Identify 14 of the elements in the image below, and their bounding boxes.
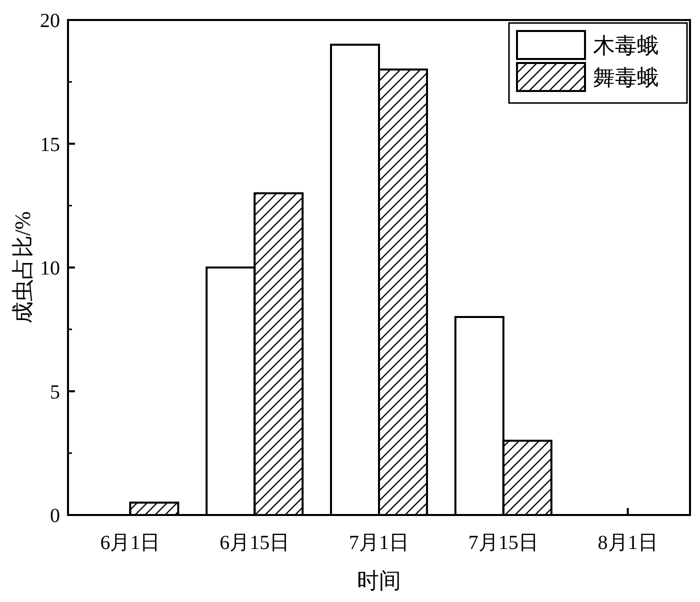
y-tick-label: 10 — [40, 258, 60, 280]
legend-label: 舞毒蛾 — [593, 65, 659, 90]
x-tick-label: 6月1日 — [100, 532, 160, 554]
x-axis-title: 时间 — [357, 568, 401, 593]
legend-label: 木毒蛾 — [593, 33, 659, 58]
x-tick-label: 6月15日 — [220, 532, 290, 554]
y-tick-label: 5 — [50, 381, 60, 404]
y-tick-label: 20 — [40, 10, 60, 32]
x-tick-label: 8月1日 — [598, 532, 658, 554]
x-tick-label: 7月1日 — [349, 532, 409, 554]
y-tick-label: 15 — [40, 134, 60, 156]
y-axis-title: 成虫占比/% — [10, 211, 35, 324]
x-tick-label: 7月15日 — [468, 532, 538, 554]
y-tick-label: 0 — [50, 505, 60, 527]
